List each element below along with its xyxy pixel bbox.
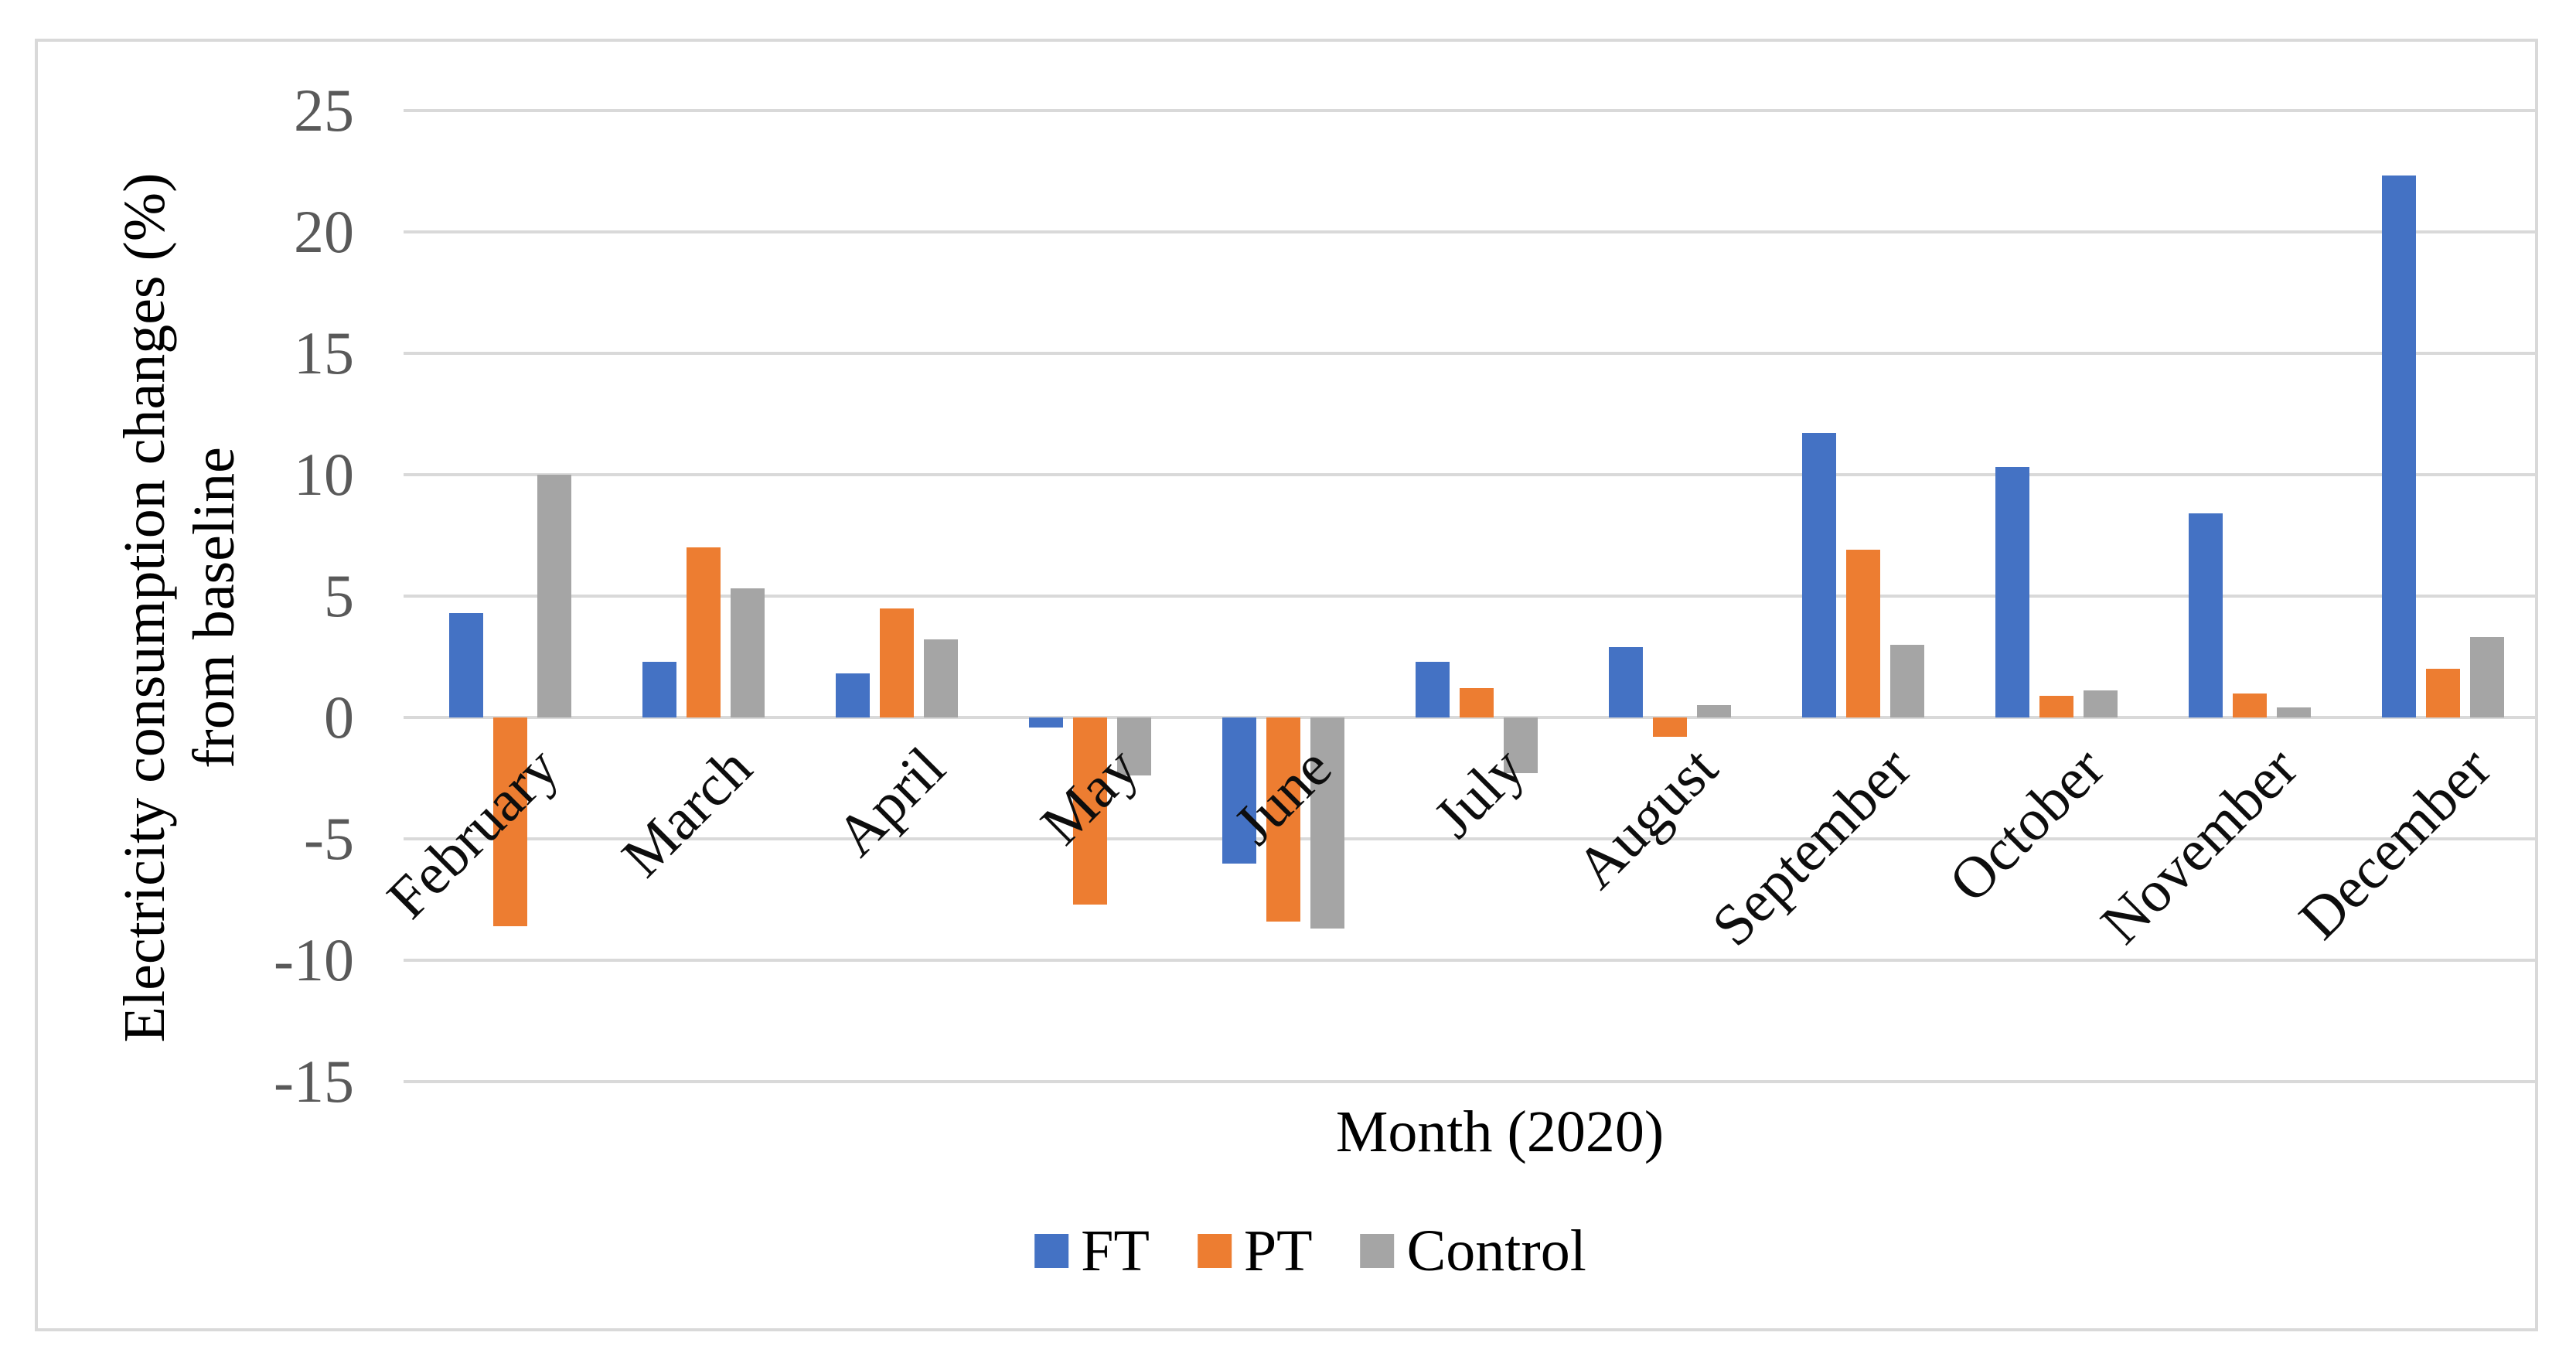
bar-control-july — [1504, 717, 1538, 774]
bar-control-september — [1890, 644, 1924, 717]
bar-ft-march — [642, 661, 676, 717]
y-tick-label-20: 20 — [294, 197, 354, 265]
bar-pt-september — [1846, 550, 1880, 717]
bar-control-may — [1117, 717, 1151, 776]
figure-border — [35, 39, 2538, 1331]
bar-pt-july — [1460, 688, 1494, 717]
gridline-y-5 — [404, 594, 2537, 598]
gridline-y--15 — [404, 1080, 2537, 1084]
bar-control-june — [1310, 717, 1344, 929]
bar-ft-september — [1802, 433, 1836, 717]
y-tick-label-0: 0 — [324, 683, 354, 751]
legend-swatch-pt — [1197, 1234, 1232, 1268]
y-axis-title-line1: Electricity consumption changes (%) — [112, 172, 177, 1043]
bar-pt-march — [687, 547, 721, 717]
y-axis-title: Electricity consumption changes (%) from… — [110, 173, 249, 1043]
legend-item-ft: FT — [1034, 1220, 1150, 1282]
bar-control-february — [537, 474, 571, 717]
bar-control-november — [2277, 707, 2311, 717]
bar-pt-october — [2039, 695, 2073, 717]
bar-ft-may — [1029, 717, 1063, 728]
bar-ft-july — [1416, 661, 1450, 717]
bar-pt-february — [493, 717, 527, 927]
legend-item-control: Control — [1360, 1218, 1586, 1283]
y-tick-label--10: -10 — [274, 926, 354, 994]
legend-label-pt: PT — [1243, 1218, 1313, 1283]
y-tick-label--5: -5 — [304, 805, 354, 873]
bar-control-december — [2470, 637, 2504, 717]
gridline-y-15 — [404, 351, 2537, 355]
bar-control-august — [1697, 705, 1731, 717]
y-tick-label-15: 15 — [294, 319, 354, 387]
bar-ft-february — [449, 612, 483, 717]
legend: FT PT Control — [1034, 1220, 1586, 1282]
bar-ft-october — [1995, 467, 2029, 717]
gridline-y--10 — [404, 959, 2537, 963]
y-tick-label-5: 5 — [324, 561, 354, 629]
gridline-y-25 — [404, 108, 2537, 112]
bar-pt-august — [1653, 717, 1687, 738]
bar-ft-august — [1609, 646, 1643, 717]
y-tick-label--15: -15 — [274, 1048, 354, 1116]
gridline-y-0 — [404, 716, 2537, 719]
legend-label-ft: FT — [1081, 1218, 1150, 1283]
bar-ft-june — [1222, 717, 1256, 864]
bar-control-october — [2084, 690, 2118, 717]
bar-control-march — [731, 588, 765, 717]
bar-pt-may — [1073, 717, 1107, 905]
bar-control-april — [924, 639, 958, 717]
legend-swatch-ft — [1034, 1234, 1069, 1268]
bar-ft-april — [836, 673, 870, 717]
y-tick-label-25: 25 — [294, 76, 354, 144]
bar-pt-december — [2426, 669, 2460, 717]
y-tick-label-10: 10 — [294, 440, 354, 508]
bar-pt-november — [2233, 693, 2267, 717]
legend-label-control: Control — [1406, 1218, 1586, 1283]
gridline-y-10 — [404, 472, 2537, 476]
gridline-y--5 — [404, 837, 2537, 841]
x-axis-title: Month (2020) — [1335, 1099, 1665, 1164]
bar-ft-december — [2382, 176, 2416, 717]
bar-pt-june — [1266, 717, 1300, 922]
gridline-y-20 — [404, 230, 2537, 233]
legend-item-pt: PT — [1197, 1218, 1313, 1283]
y-axis-title-line2: from baseline — [182, 447, 247, 768]
bar-pt-april — [880, 608, 914, 717]
bar-ft-november — [2189, 513, 2223, 717]
legend-swatch-control — [1360, 1234, 1395, 1268]
